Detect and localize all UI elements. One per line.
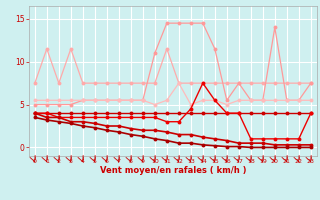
X-axis label: Vent moyen/en rafales ( km/h ): Vent moyen/en rafales ( km/h ) xyxy=(100,166,246,175)
